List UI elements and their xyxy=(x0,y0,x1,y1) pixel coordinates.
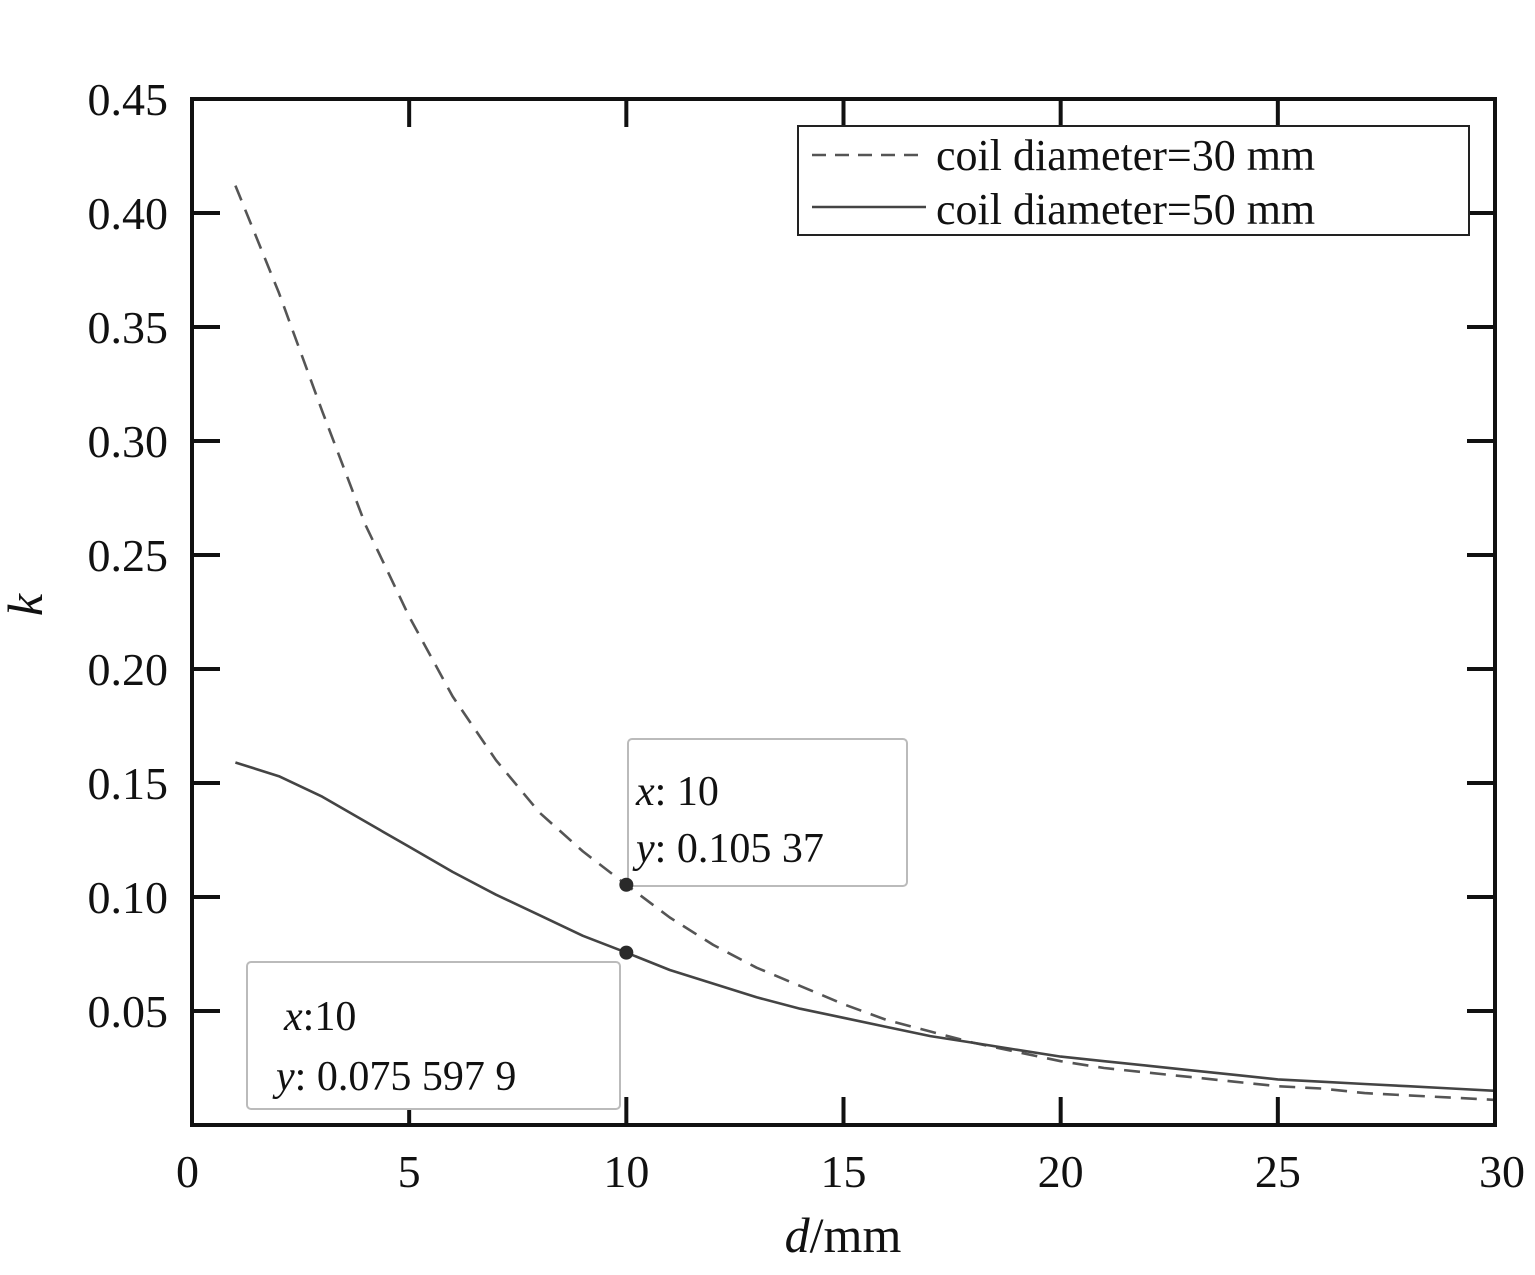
x-tick-label: 30 xyxy=(1479,1146,1525,1197)
x-tick-label: 10 xyxy=(603,1146,649,1197)
series-line-2 xyxy=(235,761,1496,1093)
y-tick-label: 0.05 xyxy=(88,986,169,1037)
tick-labels: 0 5 10 15 20 25 30 0.05 0.10 0.15 0.20 0.25 0.30 0.35… xyxy=(88,74,1526,1197)
y-tick-label: 0.15 xyxy=(88,758,169,809)
x-axis-title-unit: /mm xyxy=(810,1207,902,1263)
x-axis-title-var: d xyxy=(785,1207,811,1263)
datatip-box-series-1 xyxy=(627,738,908,887)
datatip-box-series-2 xyxy=(246,961,621,1110)
series-layer xyxy=(234,185,1496,1102)
datatip-marker-2 xyxy=(619,945,634,960)
legend: coil diameter=30 mm coil diameter=50 mm xyxy=(797,125,1470,236)
tick-marks xyxy=(192,99,1495,1125)
datatip-x-series-2: x:10 xyxy=(283,994,356,1040)
y-tick-label: 0.40 xyxy=(88,188,169,239)
legend-label-series-2: coil diameter=50 mm xyxy=(936,185,1315,234)
y-tick-label: 0.35 xyxy=(88,302,169,353)
x-tick-label: 15 xyxy=(821,1146,867,1197)
y-tick-label: 0.45 xyxy=(88,74,169,125)
series-line-1 xyxy=(234,185,1496,1102)
marker-layer xyxy=(619,877,634,960)
datatip-series-1: x: 10 y: 0.105 37 xyxy=(627,738,908,887)
datatip-marker-1 xyxy=(619,877,634,892)
y-tick-label: 0.20 xyxy=(88,644,169,695)
y-tick-label: 0.30 xyxy=(88,416,169,467)
x-tick-label: 20 xyxy=(1038,1146,1084,1197)
x-tick-label: 25 xyxy=(1255,1146,1301,1197)
y-axis-title: k xyxy=(0,593,53,616)
legend-label-series-1: coil diameter=30 mm xyxy=(936,131,1315,180)
y-tick-label: 0.25 xyxy=(88,530,169,581)
datatip-y-series-1: y: 0.105 37 xyxy=(632,826,824,872)
datatip-y-series-2: y: 0.075 597 9 xyxy=(272,1054,516,1100)
x-tick-label: 0 xyxy=(176,1146,199,1197)
x-tick-label: 5 xyxy=(398,1146,421,1197)
datatip-series-2: x:10 y: 0.075 597 9 xyxy=(246,961,621,1110)
legend-box xyxy=(797,125,1470,236)
x-axis-title: d/mm xyxy=(785,1207,902,1263)
datatip-x-series-1: x: 10 xyxy=(635,769,719,815)
y-tick-label: 0.10 xyxy=(88,872,169,923)
